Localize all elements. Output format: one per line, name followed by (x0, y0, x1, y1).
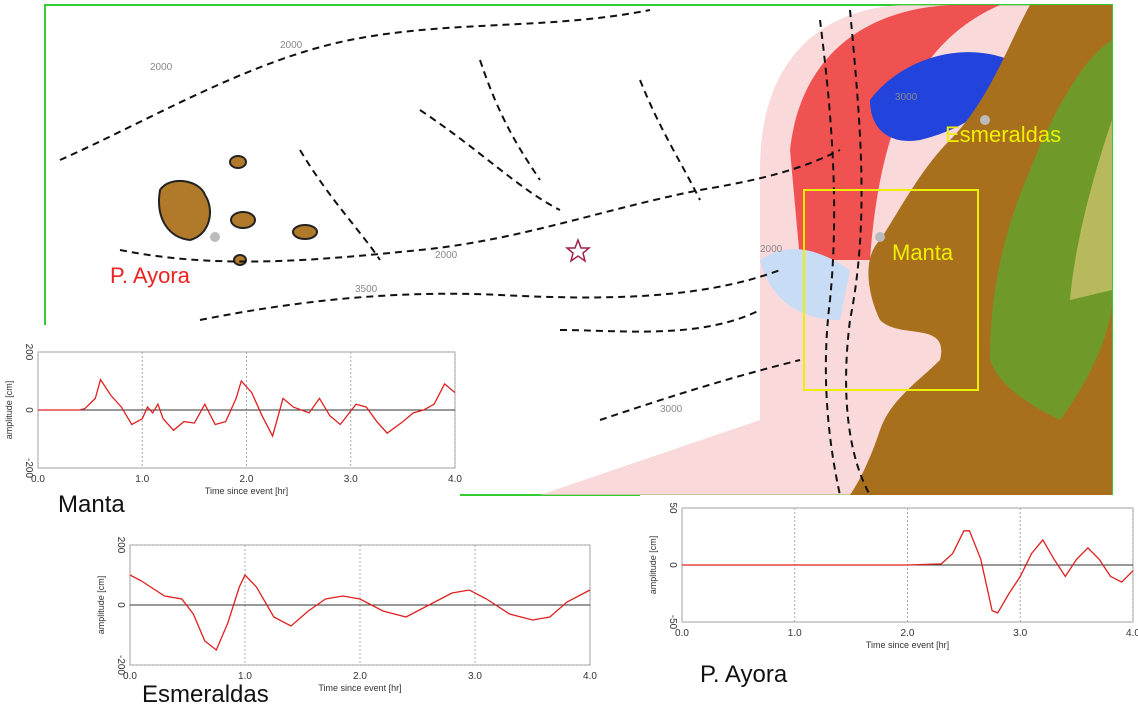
city-label: Manta (892, 240, 954, 265)
gauge (210, 232, 220, 242)
y-axis-label: amplitude [cm] (4, 381, 14, 440)
x-tick-label: 3.0 (468, 671, 482, 682)
gauge (875, 232, 885, 242)
x-tick-label: 3.0 (1013, 628, 1027, 639)
chart-caption: Esmeraldas (142, 681, 269, 708)
y-tick-label: 0 (23, 407, 34, 413)
x-tick-label: 4.0 (1126, 628, 1138, 639)
contour-label: 2000 (760, 244, 783, 255)
x-tick-label: 0.0 (31, 474, 45, 485)
contour-label: 2000 (150, 62, 173, 73)
y-axis-label: amplitude [cm] (96, 576, 106, 635)
city-label: Esmeraldas (945, 122, 1061, 147)
x-tick-label: 1.0 (135, 474, 149, 485)
contour-label: 3500 (355, 284, 378, 295)
y-tick-label: 200 (23, 344, 34, 361)
x-tick-label: 0.0 (123, 671, 137, 682)
x-tick-label: 2.0 (240, 474, 254, 485)
contour-label: 2000 (280, 40, 303, 51)
chart-caption: Manta (58, 491, 125, 518)
y-tick-label: 0 (667, 562, 678, 568)
x-axis-label: Time since event [hr] (866, 640, 949, 650)
contour-label: 2000 (435, 250, 458, 261)
figure: P. Ayora Manta Esmeraldas 2000 2000 2000… (0, 0, 1138, 716)
x-axis-label: Time since event [hr] (318, 683, 401, 693)
x-tick-label: 2.0 (353, 671, 367, 682)
x-tick-label: 4.0 (583, 671, 597, 682)
y-axis-label: amplitude [cm] (648, 536, 658, 595)
contour-label: 3000 (660, 404, 683, 415)
x-tick-label: 2.0 (901, 628, 915, 639)
x-tick-label: 3.0 (344, 474, 358, 485)
y-tick-label: 0 (115, 602, 126, 608)
x-tick-label: 0.0 (675, 628, 689, 639)
chart-caption: P. Ayora (700, 661, 788, 688)
city-label: P. Ayora (110, 263, 191, 288)
x-axis-label: Time since event [hr] (205, 486, 288, 496)
y-tick-label: 50 (667, 502, 678, 514)
contour-label: 3000 (895, 92, 918, 103)
y-tick-label: 200 (115, 537, 126, 554)
x-tick-label: 4.0 (448, 474, 462, 485)
x-tick-label: 1.0 (788, 628, 802, 639)
